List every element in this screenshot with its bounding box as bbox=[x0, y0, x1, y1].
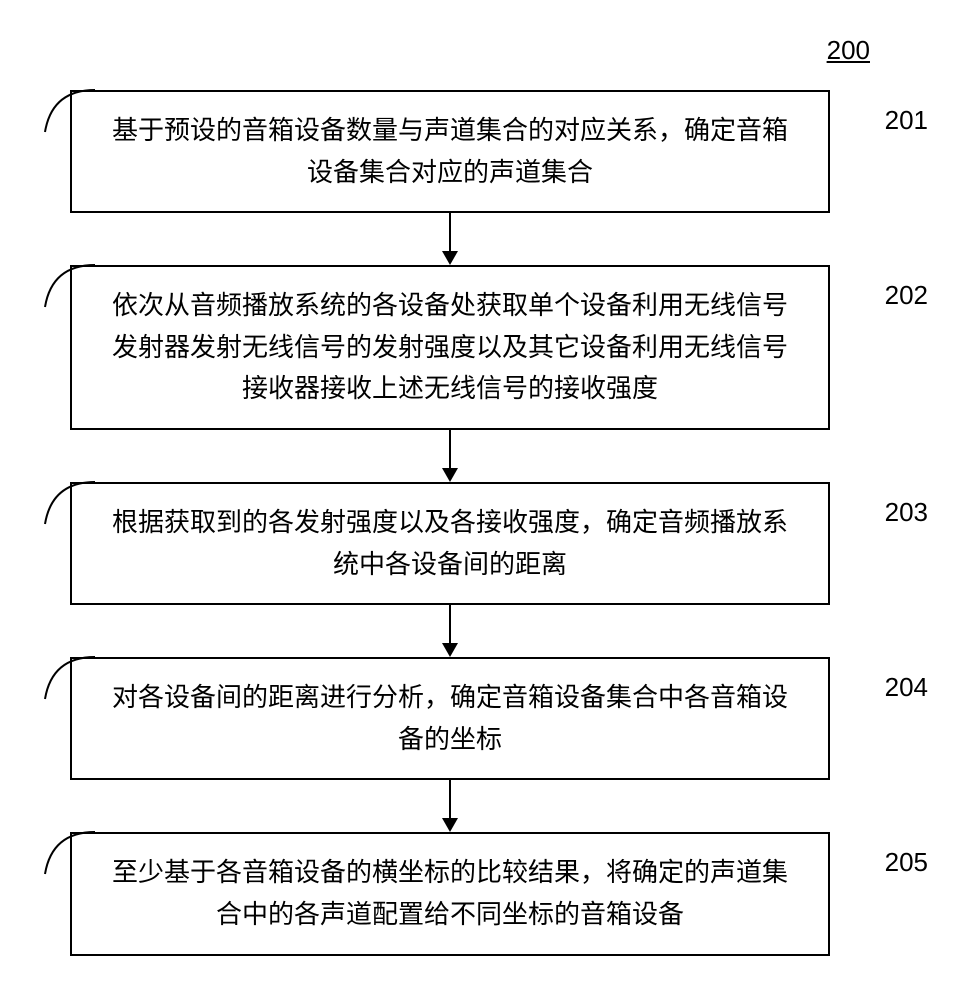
step-text: 对各设备间的距离进行分析，确定音箱设备集合中各音箱设备的坐标 bbox=[102, 677, 798, 760]
step-text: 依次从音频播放系统的各设备处获取单个设备利用无线信号发射器发射无线信号的发射强度… bbox=[102, 285, 798, 410]
step-box-205: 至少基于各音箱设备的横坐标的比较结果，将确定的声道集合中的各声道配置给不同坐标的… bbox=[70, 832, 830, 955]
step-label-201: 201 bbox=[885, 100, 928, 142]
figure-number: 200 bbox=[827, 35, 870, 66]
step-label-203: 203 bbox=[885, 492, 928, 534]
step-label-205: 205 bbox=[885, 842, 928, 884]
connector-curve bbox=[37, 651, 97, 701]
connector-curve bbox=[37, 476, 97, 526]
arrow-1 bbox=[70, 213, 830, 265]
step-text: 至少基于各音箱设备的横坐标的比较结果，将确定的声道集合中的各声道配置给不同坐标的… bbox=[102, 852, 798, 935]
step-box-202: 依次从音频播放系统的各设备处获取单个设备利用无线信号发射器发射无线信号的发射强度… bbox=[70, 265, 830, 430]
step-text: 根据获取到的各发射强度以及各接收强度，确定音频播放系统中各设备间的距离 bbox=[102, 502, 798, 585]
connector-curve bbox=[37, 259, 97, 309]
connector-curve bbox=[37, 84, 97, 134]
step-label-202: 202 bbox=[885, 275, 928, 317]
arrow-4 bbox=[70, 780, 830, 832]
step-label-204: 204 bbox=[885, 667, 928, 709]
arrow-3 bbox=[70, 605, 830, 657]
step-box-201: 基于预设的音箱设备数量与声道集合的对应关系，确定音箱设备集合对应的声道集合 20… bbox=[70, 90, 830, 213]
arrow-2 bbox=[70, 430, 830, 482]
connector-curve bbox=[37, 826, 97, 876]
flowchart-container: 基于预设的音箱设备数量与声道集合的对应关系，确定音箱设备集合对应的声道集合 20… bbox=[70, 90, 830, 956]
step-text: 基于预设的音箱设备数量与声道集合的对应关系，确定音箱设备集合对应的声道集合 bbox=[102, 110, 798, 193]
step-box-203: 根据获取到的各发射强度以及各接收强度，确定音频播放系统中各设备间的距离 203 bbox=[70, 482, 830, 605]
step-box-204: 对各设备间的距离进行分析，确定音箱设备集合中各音箱设备的坐标 204 bbox=[70, 657, 830, 780]
